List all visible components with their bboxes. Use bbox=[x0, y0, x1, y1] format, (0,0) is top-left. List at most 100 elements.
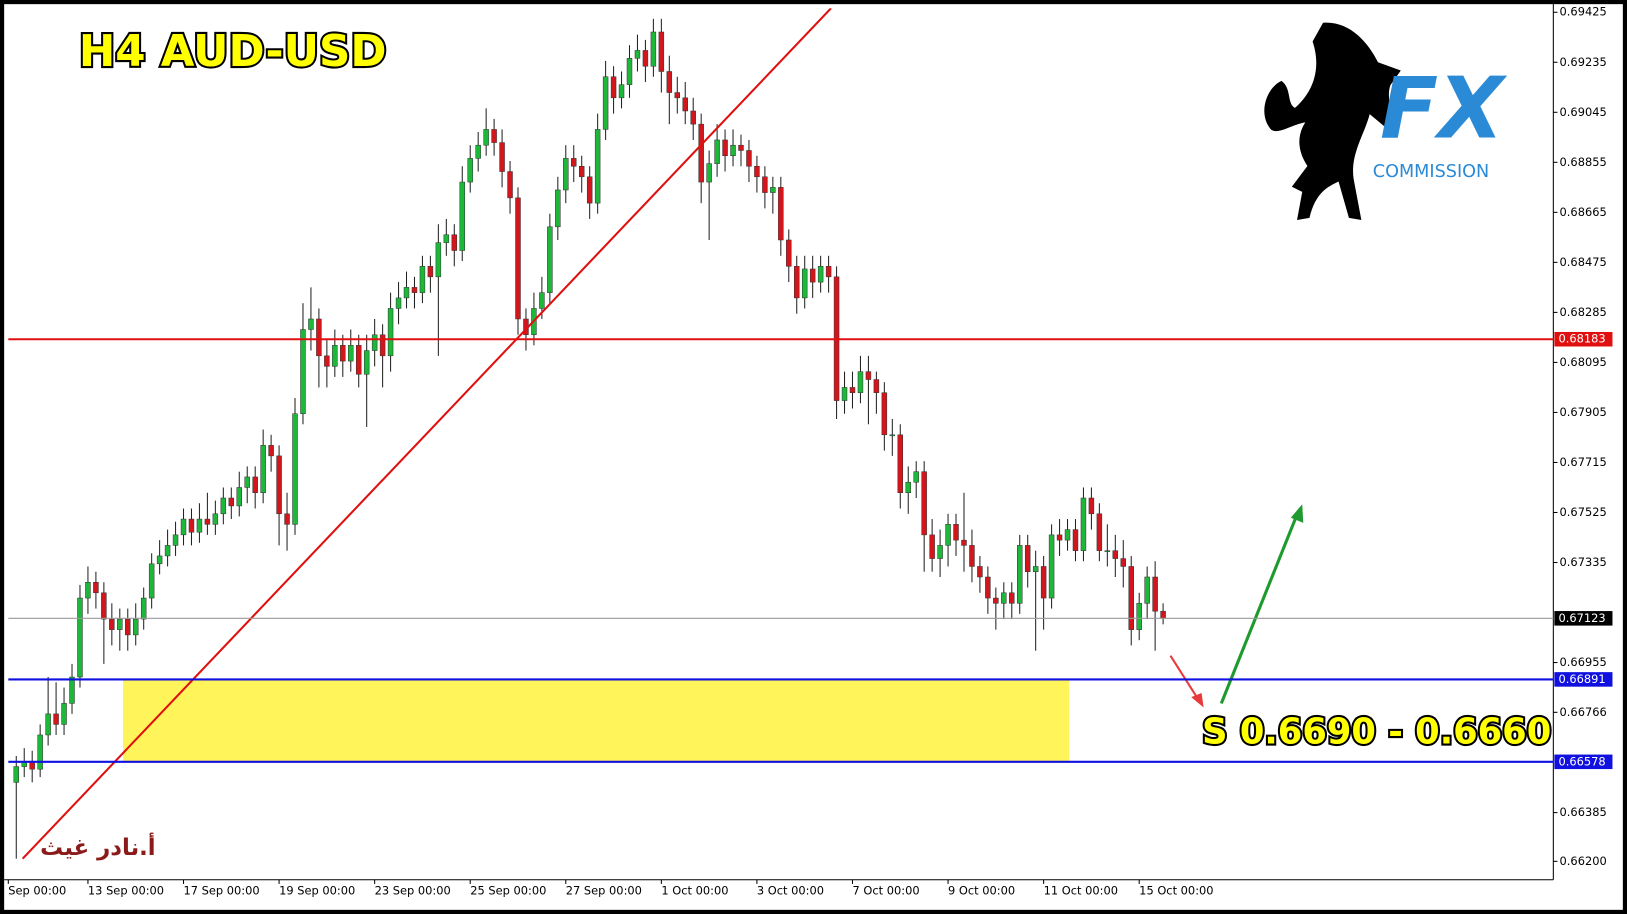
price-label-box bbox=[1554, 672, 1613, 687]
candle-body bbox=[228, 497, 235, 507]
candle-body bbox=[332, 345, 338, 367]
candle-body bbox=[363, 350, 370, 375]
chart-title: H4 AUD-USD bbox=[79, 27, 387, 77]
logo: FX COMMISSION bbox=[1264, 22, 1508, 220]
x-tick-label: 25 Sep 00:00 bbox=[470, 884, 546, 898]
candle-body bbox=[1160, 610, 1166, 619]
price-label: 0.67123 bbox=[1559, 611, 1606, 625]
candle-body bbox=[188, 518, 195, 533]
candle-body bbox=[642, 50, 649, 67]
candle-body bbox=[650, 31, 657, 67]
candle-body bbox=[427, 266, 434, 278]
candle-body bbox=[45, 713, 51, 736]
candle-body bbox=[801, 268, 808, 299]
candle-body bbox=[387, 308, 394, 357]
candle-body bbox=[109, 618, 115, 630]
candle-body bbox=[475, 144, 481, 159]
y-tick-label: 0.66385 bbox=[1560, 805, 1607, 819]
candle-body bbox=[132, 618, 139, 636]
x-tick-label: 15 Oct 00:00 bbox=[1139, 884, 1213, 898]
y-tick-label: 0.67335 bbox=[1560, 555, 1607, 569]
x-tick-label: 23 Sep 00:00 bbox=[375, 884, 451, 898]
candle-body bbox=[889, 434, 896, 437]
up-arrow-head bbox=[1290, 504, 1304, 523]
candle-body bbox=[220, 497, 227, 515]
candle-body bbox=[212, 513, 219, 525]
price-label: 0.66891 bbox=[1559, 672, 1606, 686]
price-label-box bbox=[1554, 611, 1613, 626]
candle-body bbox=[539, 292, 545, 309]
candle-body bbox=[324, 355, 330, 367]
candle-body bbox=[555, 189, 561, 228]
candle-body bbox=[355, 345, 362, 375]
candle-body bbox=[13, 766, 19, 783]
candle-body bbox=[491, 129, 497, 143]
candle-body bbox=[507, 171, 513, 199]
support-annotation: S 0.6690 - 0.6660 bbox=[1202, 711, 1551, 752]
candle-body bbox=[674, 92, 681, 99]
candle-body bbox=[300, 329, 306, 415]
candle-body bbox=[1104, 550, 1111, 552]
candle-body bbox=[571, 158, 577, 167]
y-tick-label: 0.68855 bbox=[1560, 155, 1607, 169]
candle-body bbox=[778, 187, 784, 241]
horse bbox=[1264, 22, 1401, 220]
candle-body bbox=[937, 545, 943, 559]
candle-body bbox=[1112, 550, 1119, 559]
candle-body bbox=[849, 387, 856, 393]
candle-body bbox=[698, 123, 704, 183]
candle-body bbox=[969, 545, 975, 567]
candle-body bbox=[921, 471, 927, 536]
candle-body bbox=[411, 287, 418, 293]
y-tick-label: 0.66955 bbox=[1560, 655, 1607, 669]
candle-body bbox=[204, 518, 211, 525]
candle-body bbox=[69, 676, 75, 704]
x-tick-label: 19 Sep 00:00 bbox=[279, 884, 355, 898]
candle-body bbox=[53, 713, 59, 725]
candle-body bbox=[786, 239, 792, 267]
candle-body bbox=[236, 487, 242, 507]
candle-body bbox=[196, 518, 203, 533]
y-tick-label: 0.68475 bbox=[1560, 255, 1607, 269]
x-tick-label: Sep 00:00 bbox=[8, 884, 66, 898]
candle-body bbox=[451, 234, 458, 251]
price-label: 0.66578 bbox=[1559, 754, 1606, 768]
logo-text: FX bbox=[1380, 60, 1508, 159]
candle-body bbox=[794, 266, 800, 299]
candle-body bbox=[1120, 558, 1126, 567]
candle-body bbox=[977, 566, 983, 578]
candle-body bbox=[292, 413, 298, 525]
candle-body bbox=[714, 139, 720, 164]
candle-body bbox=[809, 268, 816, 283]
candle-body bbox=[101, 592, 107, 620]
candle-body bbox=[37, 734, 43, 770]
y-tick-label: 0.67715 bbox=[1560, 455, 1607, 469]
candle-body bbox=[690, 110, 696, 125]
candle-body bbox=[626, 58, 633, 85]
y-tick-label: 0.67525 bbox=[1560, 505, 1607, 519]
y-tick-label: 0.68665 bbox=[1560, 205, 1607, 219]
candle-body bbox=[483, 129, 489, 146]
candle-body bbox=[1144, 576, 1150, 604]
candle-body bbox=[618, 84, 625, 99]
y-tick-label: 0.68285 bbox=[1560, 305, 1607, 319]
candle-body bbox=[1064, 529, 1071, 541]
candle-body bbox=[682, 97, 688, 112]
candle-body bbox=[308, 318, 314, 330]
down-arrow-head bbox=[1191, 693, 1204, 708]
candle-body bbox=[61, 703, 67, 725]
up-arrow bbox=[1219, 513, 1299, 704]
candle-body bbox=[244, 476, 250, 488]
candle-body bbox=[1009, 592, 1015, 604]
candle-body bbox=[746, 150, 752, 167]
candle-body bbox=[1136, 603, 1142, 630]
x-tick-label: 13 Sep 00:00 bbox=[88, 884, 164, 898]
candle-body bbox=[403, 287, 410, 299]
candle-body bbox=[929, 534, 935, 559]
candle-body bbox=[905, 481, 911, 493]
candle-body bbox=[180, 518, 187, 536]
candle-body bbox=[985, 576, 991, 599]
x-tick-label: 11 Oct 00:00 bbox=[1044, 884, 1118, 898]
y-tick-label: 0.67905 bbox=[1560, 405, 1607, 419]
